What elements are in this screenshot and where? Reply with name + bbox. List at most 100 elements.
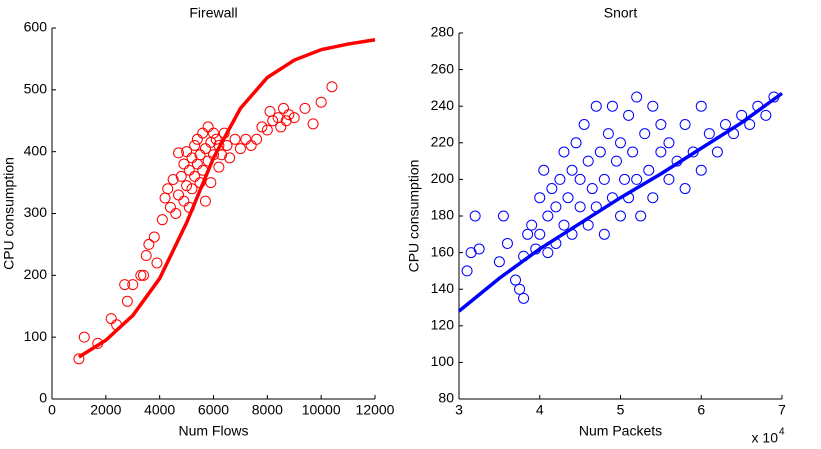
data-point (582, 155, 594, 167)
data-point (167, 173, 179, 185)
data-point (234, 143, 246, 155)
data-point (610, 155, 622, 167)
y-tick-label: 200 (24, 266, 48, 282)
data-point (119, 279, 131, 291)
x-tick-label: 6 (697, 402, 705, 418)
data-point (181, 146, 193, 158)
data-point (473, 243, 485, 255)
data-point (647, 100, 659, 112)
x-tick-label: 5 (617, 402, 625, 418)
data-point (175, 170, 187, 182)
data-point (695, 164, 707, 176)
data-point (170, 208, 182, 219)
x-tick-label: 8000 (252, 402, 283, 418)
data-point (186, 183, 198, 195)
data-point (711, 146, 723, 158)
y-tick-label: 160 (431, 243, 455, 259)
data-point (127, 279, 139, 291)
data-point (590, 100, 602, 112)
data-point (173, 147, 185, 159)
data-point (619, 173, 631, 185)
data-point (469, 210, 481, 222)
data-point (534, 228, 546, 240)
data-point (224, 152, 236, 164)
data-point (208, 127, 219, 139)
data-point (138, 269, 150, 281)
data-point (78, 331, 90, 343)
data-point (615, 210, 626, 222)
data-point (623, 109, 635, 121)
data-point (538, 164, 550, 176)
data-point (189, 139, 201, 151)
x-scale-note: x 10 (752, 430, 779, 446)
y-tick-label: 300 (24, 204, 48, 220)
data-point (162, 183, 174, 195)
data-point (140, 250, 152, 262)
data-point (173, 189, 185, 201)
y-tick-label: 120 (431, 317, 455, 333)
data-point (574, 201, 586, 213)
x-tick-label: 10000 (302, 402, 341, 418)
data-point (283, 109, 295, 121)
data-point (522, 228, 534, 240)
data-point (183, 164, 195, 176)
data-point (558, 146, 570, 158)
data-point (245, 139, 257, 151)
data-point (510, 274, 522, 286)
y-tick-label: 500 (24, 81, 48, 97)
data-point (655, 119, 667, 130)
data-point (562, 192, 574, 204)
y-tick-label: 80 (438, 390, 454, 406)
data-point (191, 158, 203, 170)
data-point (178, 158, 190, 170)
x-tick-label: 0 (48, 402, 56, 418)
data-point (760, 109, 772, 121)
data-point (299, 102, 311, 114)
data-point (189, 170, 201, 182)
y-tick-label: 0 (39, 390, 47, 406)
data-point (194, 149, 206, 161)
x-scale-exponent: 4 (779, 427, 785, 438)
data-point (558, 219, 570, 231)
data-point (594, 146, 606, 158)
data-point (277, 102, 289, 114)
data-point (586, 183, 598, 195)
data-point (550, 201, 562, 213)
data-point (679, 183, 691, 195)
data-point (518, 292, 530, 304)
data-point (275, 121, 287, 133)
x-axis-label: Num Packets (579, 423, 662, 439)
data-point (151, 257, 163, 269)
data-point (663, 173, 675, 185)
data-point (197, 127, 209, 139)
y-tick-label: 400 (24, 142, 48, 158)
data-point (497, 210, 509, 222)
data-point (261, 124, 273, 136)
data-point (703, 128, 715, 140)
y-tick-label: 260 (431, 60, 455, 76)
data-point (627, 146, 639, 158)
data-point (635, 210, 647, 222)
y-tick-label: 140 (431, 280, 455, 296)
y-tick-label: 220 (431, 134, 455, 150)
data-point (461, 265, 473, 277)
y-axis-label: CPU consumption (406, 160, 422, 273)
data-point (205, 177, 217, 189)
data-point (655, 146, 667, 158)
x-axis-label: Num Flows (178, 423, 248, 439)
data-point (719, 119, 731, 130)
data-point (326, 81, 338, 93)
data-point (240, 133, 252, 145)
data-point (213, 161, 225, 173)
data-point (199, 143, 211, 155)
x-tick-label: 4000 (144, 402, 175, 418)
data-point (191, 133, 203, 145)
data-point (598, 173, 610, 185)
y-tick-label: 280 (431, 24, 455, 40)
fit-line (77, 38, 376, 359)
data-point (695, 100, 707, 112)
data-point (307, 118, 319, 130)
data-point (566, 164, 578, 176)
data-point (210, 133, 222, 145)
